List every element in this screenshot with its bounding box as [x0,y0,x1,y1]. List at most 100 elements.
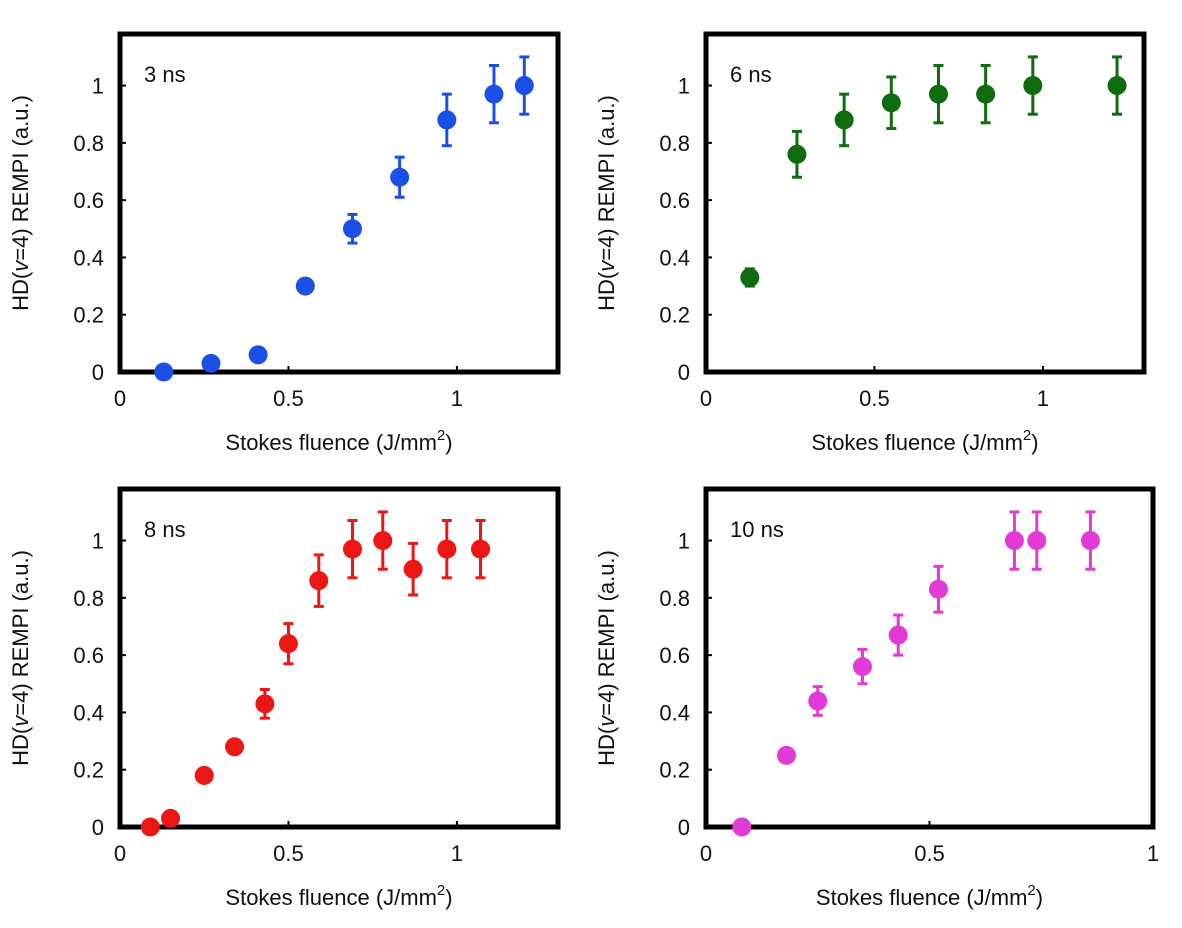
panel-label: 6 ns [730,62,772,87]
x-tick-label: 0.5 [273,386,304,411]
data-marker [471,539,491,559]
data-point [390,155,410,199]
data-point [437,519,457,580]
x-axis-label: Stokes fluence (J/mm2) [811,427,1038,455]
y-tick-label: 0.8 [659,586,690,611]
data-marker [514,76,534,96]
data-marker [484,84,504,104]
data-point [225,737,245,757]
plot-frame [703,31,1147,375]
data-marker [437,110,457,130]
data-point [888,613,908,657]
data-marker [390,167,410,187]
y-tick-label: 0.4 [73,700,104,725]
data-marker [740,267,760,287]
data-marker [225,737,245,757]
data-marker [154,362,174,382]
data-marker [342,539,362,559]
data-marker [201,353,221,373]
data-marker [309,571,329,591]
x-tick-label: 0.5 [273,841,304,866]
y-tick-label: 0 [92,815,104,840]
data-marker [776,745,796,765]
data-point [928,564,948,614]
y-axis-label: HD(v=4) REMPI (a.u.) [594,95,619,311]
y-axis-label: HD(v=4) REMPI (a.u.) [8,95,33,311]
data-marker [295,276,315,296]
data-point [194,765,214,785]
data-marker [1080,531,1100,551]
data-marker [140,817,160,837]
data-point [161,808,181,828]
plot-frame [117,31,561,375]
data-point [373,510,393,571]
x-tick-label: 1 [1147,841,1159,866]
data-marker [852,657,872,677]
data-marker [1023,76,1043,96]
y-tick-label: 0.8 [659,131,690,156]
y-axis-label: HD(v=4) REMPI (a.u.) [8,550,33,766]
data-marker [255,694,275,714]
data-marker [881,93,901,113]
y-tick-label: 0.8 [73,131,104,156]
chart-panel-1: 0 0.2 0.4 0.6 0.8 1 0 0.5 1 Stokes fluence (J/mm2… [8,31,561,455]
data-point [140,817,160,837]
data-point [852,647,872,686]
x-tick-label: 1 [451,386,463,411]
y-tick-label: 1 [92,74,104,99]
data-point [776,745,796,765]
data-marker [928,84,948,104]
data-marker [732,817,752,837]
y-tick-label: 0.6 [659,188,690,213]
data-point [295,276,315,296]
data-point [976,64,996,125]
chart-panel-3: 0 0.2 0.4 0.6 0.8 1 0 0.5 1 Stokes fluence (J/mm2… [8,486,561,910]
x-tick-label: 0 [114,841,126,866]
data-marker [342,219,362,239]
data-point [808,685,828,717]
x-tick-label: 0.5 [914,841,945,866]
data-marker [278,634,298,654]
data-point [881,75,901,131]
data-point [514,55,534,116]
y-tick-label: 1 [678,74,690,99]
data-point [1080,510,1100,571]
x-tick-label: 0 [114,386,126,411]
data-point [471,519,491,580]
y-tick-label: 0.2 [73,758,104,783]
y-tick-label: 0.4 [659,245,690,270]
data-point [787,129,807,179]
data-marker [1004,531,1024,551]
plot-frame [117,486,561,830]
data-marker [248,345,268,365]
data-point [834,92,854,148]
x-axis-label: Stokes fluence (J/mm2) [225,427,452,455]
data-point [342,519,362,580]
data-point [342,212,362,245]
y-tick-label: 0.4 [73,245,104,270]
data-point [403,541,423,597]
y-tick-label: 0 [678,360,690,385]
data-marker [787,144,807,164]
data-point [154,362,174,382]
x-tick-label: 0 [700,386,712,411]
y-tick-label: 0.4 [659,700,690,725]
data-point [1027,510,1047,571]
data-marker [976,84,996,104]
data-point [309,553,329,608]
x-tick-label: 0.5 [859,386,890,411]
y-tick-label: 0.2 [73,303,104,328]
data-point [1004,510,1024,571]
y-tick-label: 0.8 [73,586,104,611]
panel-label: 3 ns [144,62,186,87]
data-point [928,64,948,125]
data-marker [834,110,854,130]
y-tick-label: 0 [678,815,690,840]
data-point [278,622,298,666]
data-point [201,353,221,373]
y-tick-label: 0 [92,360,104,385]
data-marker [403,559,423,579]
y-tick-label: 0.2 [659,758,690,783]
x-tick-label: 0 [700,841,712,866]
